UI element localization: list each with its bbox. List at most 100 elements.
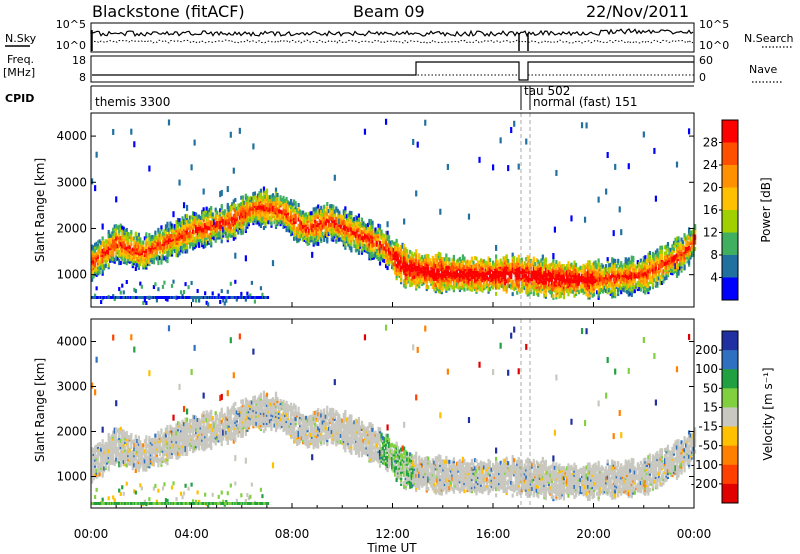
- power-cell: [312, 230, 315, 235]
- power-cell: [675, 274, 679, 279]
- power-cell: [570, 270, 573, 275]
- power-cell: [611, 267, 614, 272]
- power-cell: [597, 291, 600, 296]
- power-cell: [648, 275, 651, 280]
- power-cell: [657, 255, 661, 260]
- power-cell: [311, 251, 314, 258]
- power-cell: [173, 242, 177, 247]
- power-cell: [317, 212, 320, 217]
- power-cell: [362, 242, 365, 247]
- power-cell: [485, 269, 489, 274]
- power-cell: [574, 289, 578, 294]
- power-cell: [686, 249, 689, 254]
- power-cell: [632, 274, 635, 279]
- power-cell: [211, 212, 214, 217]
- power-cell: [600, 277, 603, 282]
- power-cell: [588, 295, 591, 300]
- power-cell: [148, 262, 151, 267]
- power-cell: [142, 301, 145, 306]
- power-cell: [110, 235, 113, 240]
- power-cell: [109, 244, 112, 249]
- power-cell: [499, 273, 502, 278]
- power-cell: [279, 203, 282, 208]
- power-cell: [356, 232, 359, 237]
- power-cell: [496, 276, 499, 281]
- power-cell: [395, 240, 398, 245]
- power-cell: [143, 250, 146, 255]
- power-cell: [677, 252, 680, 257]
- power-cell: [627, 269, 630, 274]
- power-cell: [620, 273, 623, 278]
- power-cell: [362, 240, 365, 245]
- power-cell: [493, 273, 496, 278]
- power-cell: [336, 231, 339, 236]
- power-cell: [404, 284, 407, 289]
- power-cell: [476, 277, 480, 282]
- power-cell: [365, 240, 368, 245]
- power-cell: [623, 288, 626, 293]
- power-cell: [671, 252, 674, 257]
- power-cell: [642, 285, 645, 290]
- power-cell: [624, 282, 627, 287]
- power-cell: [511, 269, 514, 274]
- power-cell: [508, 278, 511, 283]
- power-cell: [473, 282, 477, 287]
- power-cell: [173, 249, 177, 254]
- power-cell: [225, 215, 228, 220]
- power-cell: [160, 296, 163, 299]
- power-cell: [491, 260, 495, 265]
- power-cell: [476, 264, 480, 269]
- power-cell: [201, 216, 204, 221]
- power-cell: [439, 289, 442, 294]
- power-cell: [332, 223, 335, 228]
- power-cell: [528, 287, 531, 292]
- power-cell: [612, 285, 615, 290]
- power-cell: [493, 264, 496, 269]
- power-cell: [95, 272, 98, 277]
- power-cell: [573, 293, 576, 298]
- power-cell: [443, 259, 446, 264]
- power-cell: [568, 268, 572, 273]
- power-cell: [460, 284, 463, 289]
- power-cell: [559, 291, 563, 296]
- power-cell: [514, 273, 517, 278]
- power-cell: [237, 228, 240, 233]
- power-cell: [140, 255, 143, 260]
- power-cell: [112, 258, 115, 263]
- power-cell: [92, 245, 95, 250]
- power-cell: [211, 233, 214, 238]
- power-cell: [130, 256, 133, 261]
- power-cell: [181, 222, 184, 227]
- power-cell: [666, 273, 670, 278]
- power-cell: [614, 294, 617, 299]
- power-cell: [264, 199, 267, 204]
- power-cell: [505, 260, 508, 265]
- power-cell: [665, 271, 668, 276]
- power-cell: [632, 264, 635, 269]
- power-cell: [234, 252, 237, 259]
- power-cell: [104, 264, 107, 269]
- power-cell: [342, 215, 345, 220]
- power-cell: [543, 258, 546, 263]
- power-cell: [639, 266, 642, 271]
- power-cell: [220, 224, 223, 229]
- power-cell: [259, 188, 263, 193]
- power-cell: [311, 219, 314, 224]
- power-cell: [567, 265, 570, 270]
- power-cell: [185, 230, 189, 235]
- power-cell: [362, 237, 365, 242]
- power-cell: [196, 220, 199, 225]
- power-cell: [469, 270, 472, 275]
- power-cell: [127, 242, 130, 247]
- power-cell: [618, 206, 621, 213]
- power-cell: [202, 230, 205, 235]
- power-cell: [669, 258, 673, 263]
- power-cell: [442, 261, 445, 266]
- power-cell: [128, 259, 131, 264]
- power-cell: [276, 209, 279, 214]
- power-cell: [161, 250, 165, 255]
- power-cell: [145, 244, 148, 249]
- power-cell: [354, 221, 358, 226]
- power-cell: [151, 234, 154, 239]
- power-cell: [244, 193, 247, 198]
